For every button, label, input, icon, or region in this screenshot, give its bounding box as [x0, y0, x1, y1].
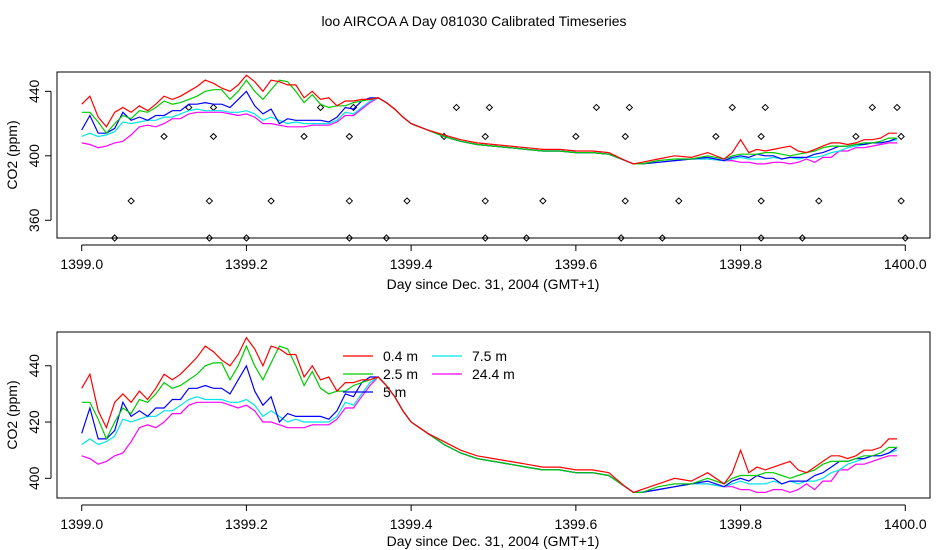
scatter-point — [481, 234, 489, 242]
scatter-point — [625, 103, 634, 112]
x-tick-label: 1399.6 — [554, 516, 597, 532]
panel-bottom: 1399.0 1399.2 1399.4 1399.6 1399.8 1400.0 400 4… — [4, 331, 931, 549]
x-tick-label: 1399.2 — [225, 516, 268, 532]
scatter-point — [481, 132, 489, 141]
scatter-point — [300, 132, 308, 141]
scatter-point — [572, 132, 580, 141]
series-line-24-4-m — [81, 376, 898, 494]
series-lines-bottom — [81, 336, 898, 494]
scatter-point — [728, 103, 737, 112]
legend: 0.4 m 2.5 m 5 m 7.5 m 24.4 m — [343, 348, 515, 400]
y-tick-label: 440 — [26, 354, 42, 378]
plot-frame-top — [56, 71, 931, 239]
x-tick-label: 1399.0 — [60, 256, 103, 272]
series-line-7-5-m — [81, 97, 898, 165]
scatter-point — [868, 103, 877, 112]
scatter-point — [382, 234, 391, 242]
axes-bottom: 1399.0 1399.2 1399.4 1399.6 1399.8 1400.0 400 4… — [26, 354, 927, 532]
scatter-point — [481, 197, 489, 205]
y-tick-label: 400 — [26, 466, 42, 490]
scatter-point — [712, 132, 720, 141]
scatter-point — [110, 234, 119, 242]
scatter-point — [485, 103, 494, 112]
scatter-point — [658, 234, 667, 242]
y-tick-label: 440 — [26, 79, 42, 103]
x-tick-label: 1399.8 — [719, 516, 762, 532]
scatter-point — [205, 234, 214, 242]
scatter-point — [757, 234, 765, 242]
scatter-point — [757, 197, 765, 205]
scatter-point — [522, 234, 531, 242]
x-tick-label: 1399.8 — [719, 256, 762, 272]
x-axis-label-top: Day since Dec. 31, 2004 (GMT+1) — [387, 276, 600, 292]
scatter-point — [267, 197, 275, 205]
scatter-point — [242, 234, 251, 242]
scatter-markers-top — [110, 103, 909, 242]
scatter-point — [757, 132, 765, 141]
y-axis-label-top: CO2 (ppm) — [4, 120, 20, 189]
scatter-point — [209, 132, 218, 141]
series-line-7-5-m — [81, 376, 898, 493]
legend-label: 2.5 m — [383, 366, 418, 382]
series-line-0-4-m — [81, 74, 898, 165]
scatter-point — [901, 234, 909, 242]
scatter-point — [127, 197, 135, 205]
x-tick-label: 1399.4 — [390, 516, 433, 532]
y-tick-label: 360 — [26, 208, 42, 232]
legend-label: 24.4 m — [472, 366, 515, 382]
scatter-point — [761, 103, 769, 112]
scatter-point — [617, 234, 625, 242]
scatter-point — [798, 234, 807, 242]
x-tick-label: 1399.6 — [554, 256, 597, 272]
scatter-point — [675, 197, 683, 205]
axes-top: 1399.0 1399.2 1399.4 1399.6 1399.8 1400.0 360 4… — [26, 79, 927, 272]
y-axis-label-bottom: CO2 (ppm) — [4, 380, 20, 449]
scatter-point — [539, 197, 547, 205]
y-tick-label: 400 — [26, 144, 42, 168]
scatter-point — [897, 132, 905, 141]
figure-title: loo AIRCOA A Day 081030 Calibrated Times… — [321, 13, 626, 29]
panel-top: 1399.0 1399.2 1399.4 1399.6 1399.8 1400.0 360 4… — [4, 71, 931, 292]
legend-label: 0.4 m — [383, 348, 418, 364]
scatter-point — [452, 103, 461, 112]
y-tick-label: 420 — [26, 410, 42, 434]
scatter-point — [345, 197, 354, 205]
x-tick-label: 1399.0 — [60, 516, 103, 532]
scatter-point — [621, 132, 629, 141]
legend-label: 5 m — [383, 384, 406, 400]
series-line-0-4-m — [81, 336, 898, 494]
scatter-point — [852, 132, 860, 141]
series-line-2-5-m — [81, 79, 898, 165]
plot-frame-bottom — [56, 331, 931, 499]
scatter-point — [893, 103, 901, 112]
scatter-point — [205, 197, 214, 205]
scatter-point — [160, 132, 168, 141]
series-line-24-4-m — [81, 97, 898, 165]
series-lines-top — [81, 74, 898, 165]
scatter-point — [592, 103, 601, 112]
scatter-point — [815, 197, 823, 205]
scatter-point — [345, 132, 354, 141]
scatter-point — [403, 197, 411, 205]
scatter-point — [345, 234, 354, 242]
scatter-point — [897, 197, 905, 205]
x-tick-label: 1400.0 — [884, 256, 927, 272]
scatter-point — [316, 103, 325, 112]
legend-label: 7.5 m — [472, 348, 507, 364]
x-tick-label: 1399.2 — [225, 256, 268, 272]
scatter-point — [621, 197, 629, 205]
x-tick-label: 1399.4 — [390, 256, 433, 272]
x-axis-label-bottom: Day since Dec. 31, 2004 (GMT+1) — [387, 533, 600, 549]
scatter-point — [209, 103, 218, 112]
x-tick-label: 1400.0 — [884, 516, 927, 532]
